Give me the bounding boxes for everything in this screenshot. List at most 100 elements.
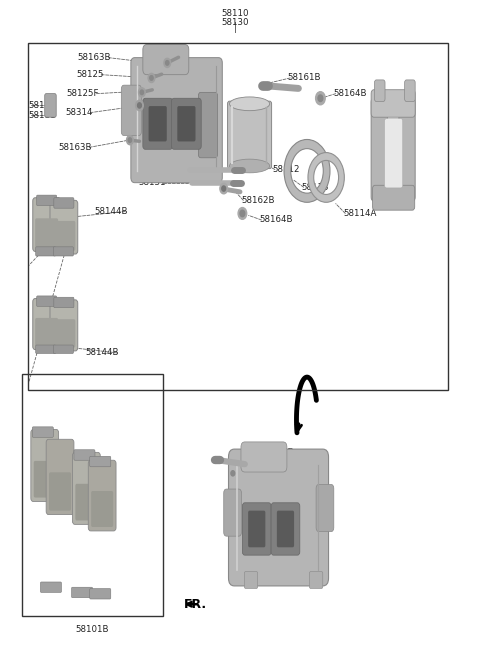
- FancyBboxPatch shape: [405, 80, 415, 102]
- Text: 58144B: 58144B: [94, 207, 128, 216]
- Circle shape: [222, 186, 226, 191]
- FancyBboxPatch shape: [90, 457, 111, 467]
- FancyBboxPatch shape: [75, 483, 97, 520]
- Circle shape: [231, 471, 235, 476]
- Circle shape: [316, 92, 325, 105]
- FancyBboxPatch shape: [54, 197, 74, 208]
- FancyBboxPatch shape: [50, 300, 78, 351]
- FancyBboxPatch shape: [35, 218, 58, 248]
- Bar: [28, 43, 448, 390]
- Circle shape: [128, 138, 132, 142]
- FancyBboxPatch shape: [50, 200, 78, 254]
- FancyBboxPatch shape: [371, 98, 387, 201]
- FancyBboxPatch shape: [277, 510, 294, 547]
- FancyBboxPatch shape: [49, 472, 71, 510]
- Text: 1351JD: 1351JD: [263, 448, 294, 457]
- FancyBboxPatch shape: [54, 297, 74, 308]
- Text: 58110: 58110: [221, 9, 249, 18]
- FancyBboxPatch shape: [31, 430, 59, 501]
- FancyBboxPatch shape: [33, 298, 60, 350]
- Text: 58131: 58131: [138, 165, 166, 174]
- FancyBboxPatch shape: [177, 106, 195, 142]
- FancyBboxPatch shape: [53, 345, 73, 354]
- FancyBboxPatch shape: [72, 587, 93, 598]
- Text: 58161B: 58161B: [288, 73, 322, 83]
- Circle shape: [318, 95, 323, 102]
- Text: 58131: 58131: [138, 178, 166, 187]
- FancyBboxPatch shape: [241, 442, 287, 472]
- Text: 58125: 58125: [76, 70, 104, 79]
- Ellipse shape: [229, 159, 270, 173]
- FancyBboxPatch shape: [316, 484, 334, 531]
- Circle shape: [240, 210, 245, 216]
- FancyBboxPatch shape: [371, 90, 415, 117]
- Text: 58181: 58181: [28, 111, 56, 120]
- Circle shape: [166, 60, 169, 65]
- Text: 58114A: 58114A: [343, 209, 376, 218]
- Circle shape: [140, 90, 144, 94]
- Text: 58130: 58130: [221, 18, 249, 27]
- Text: 58162B: 58162B: [241, 196, 275, 205]
- Text: 58113: 58113: [301, 183, 329, 192]
- Text: 58163B: 58163B: [58, 143, 92, 152]
- FancyBboxPatch shape: [35, 318, 58, 346]
- Text: 58164B: 58164B: [259, 215, 293, 224]
- FancyBboxPatch shape: [271, 502, 300, 555]
- Text: 58144B: 58144B: [86, 348, 120, 358]
- FancyBboxPatch shape: [88, 461, 116, 531]
- FancyBboxPatch shape: [72, 453, 100, 524]
- FancyBboxPatch shape: [149, 106, 167, 142]
- Text: 57725A: 57725A: [249, 465, 282, 474]
- Wedge shape: [284, 140, 330, 202]
- Text: FR.: FR.: [183, 598, 207, 611]
- FancyBboxPatch shape: [372, 185, 415, 210]
- FancyBboxPatch shape: [399, 98, 415, 201]
- FancyBboxPatch shape: [36, 195, 57, 205]
- FancyBboxPatch shape: [198, 92, 217, 158]
- FancyBboxPatch shape: [228, 449, 328, 586]
- FancyBboxPatch shape: [45, 94, 56, 117]
- Text: 58314: 58314: [65, 108, 93, 117]
- Circle shape: [150, 75, 153, 80]
- FancyBboxPatch shape: [228, 101, 272, 169]
- FancyBboxPatch shape: [74, 450, 95, 461]
- FancyBboxPatch shape: [34, 461, 56, 497]
- FancyBboxPatch shape: [374, 80, 385, 102]
- Circle shape: [127, 136, 133, 145]
- FancyBboxPatch shape: [91, 491, 113, 527]
- Bar: [22, 374, 163, 616]
- Text: 58163B: 58163B: [77, 53, 111, 62]
- FancyBboxPatch shape: [248, 510, 265, 547]
- FancyBboxPatch shape: [36, 247, 56, 256]
- Circle shape: [136, 100, 144, 111]
- FancyBboxPatch shape: [36, 345, 56, 354]
- Text: 58180: 58180: [28, 101, 56, 110]
- FancyBboxPatch shape: [32, 427, 53, 438]
- FancyBboxPatch shape: [131, 58, 222, 182]
- Wedge shape: [308, 153, 344, 202]
- FancyBboxPatch shape: [36, 296, 57, 306]
- Text: 58164B: 58164B: [333, 89, 367, 98]
- FancyBboxPatch shape: [384, 119, 403, 188]
- FancyBboxPatch shape: [171, 98, 201, 150]
- Ellipse shape: [229, 97, 270, 111]
- FancyBboxPatch shape: [53, 247, 73, 256]
- FancyBboxPatch shape: [90, 588, 111, 599]
- FancyBboxPatch shape: [224, 489, 241, 536]
- FancyBboxPatch shape: [143, 45, 189, 75]
- Circle shape: [139, 88, 145, 97]
- Circle shape: [164, 58, 170, 68]
- Text: 58112: 58112: [273, 165, 300, 174]
- Text: 58101B: 58101B: [76, 625, 109, 634]
- FancyBboxPatch shape: [143, 98, 172, 150]
- FancyBboxPatch shape: [244, 571, 258, 588]
- Circle shape: [148, 73, 155, 83]
- Circle shape: [238, 207, 247, 219]
- FancyBboxPatch shape: [121, 85, 142, 136]
- Circle shape: [138, 103, 142, 108]
- Text: 58125F: 58125F: [66, 89, 99, 98]
- FancyBboxPatch shape: [33, 197, 60, 251]
- FancyBboxPatch shape: [310, 571, 323, 588]
- FancyBboxPatch shape: [242, 502, 271, 555]
- FancyBboxPatch shape: [46, 440, 74, 514]
